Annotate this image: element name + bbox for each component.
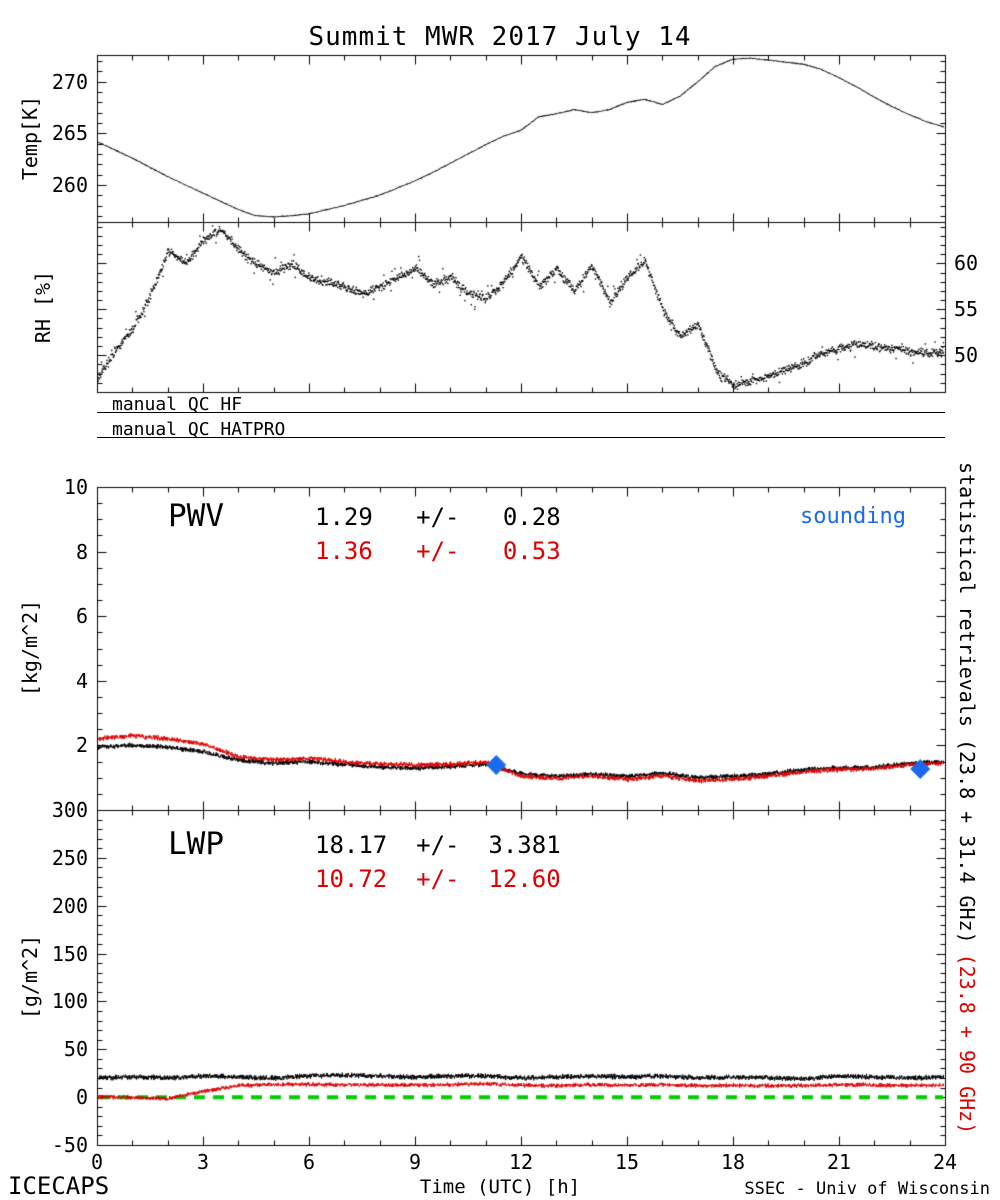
- ytick-pwv-10: 10: [63, 475, 88, 499]
- rh-axis-label: RH [%]: [31, 270, 55, 344]
- ytick-temperature-260: 260: [51, 173, 88, 197]
- right-axis-caption: statistical retrievals (23.8 + 31.4 GHz)…: [955, 462, 979, 1134]
- temp-axis-label: Temp[K]: [18, 95, 42, 181]
- sounding-legend: sounding: [800, 504, 906, 529]
- ytick-lwp--50: -50: [51, 1133, 88, 1157]
- ytick-temperature-270: 270: [51, 70, 88, 94]
- ytick-lwp-250: 250: [51, 846, 88, 870]
- xtick-12: 12: [508, 1150, 534, 1174]
- qc-hf-label: manual QC HF: [112, 394, 243, 415]
- ytick-rh-55: 55: [954, 297, 979, 321]
- lwp-panel-label: LWP: [168, 826, 224, 862]
- project-label: ICECAPS: [8, 1172, 110, 1200]
- ytick-pwv-8: 8: [75, 540, 88, 564]
- ytick-lwp-300: 300: [51, 798, 88, 822]
- qc-hatpro-line: [97, 437, 945, 438]
- qc-hatpro-label: manual QC HATPRO: [112, 419, 286, 440]
- ytick-lwp-0: 0: [75, 1085, 88, 1109]
- xtick-6: 6: [302, 1150, 316, 1174]
- ytick-temperature-265: 265: [51, 121, 88, 145]
- xtick-18: 18: [720, 1150, 746, 1174]
- ytick-lwp-100: 100: [51, 989, 88, 1013]
- credit-label: SSEC - Univ of Wisconsin: [744, 1179, 990, 1199]
- ytick-pwv-2: 2: [75, 733, 88, 757]
- xtick-3: 3: [196, 1150, 210, 1174]
- pwv-stat-hf: 1.29 +/- 0.28: [315, 503, 561, 531]
- ytick-rh-50: 50: [954, 343, 979, 367]
- ytick-lwp-200: 200: [51, 894, 88, 918]
- lwp-stat-hatpro: 10.72 +/- 12.60: [315, 865, 561, 893]
- ytick-pwv-6: 6: [75, 604, 88, 628]
- ytick-pwv-4: 4: [75, 669, 88, 693]
- pwv-stat-hatpro: 1.36 +/- 0.53: [315, 537, 561, 565]
- chart-title: Summit MWR 2017 July 14: [308, 22, 692, 52]
- ytick-rh-60: 60: [954, 251, 979, 275]
- xtick-9: 9: [408, 1150, 422, 1174]
- pwv-axis-label: [kg/m^2]: [18, 599, 42, 697]
- ytick-lwp-150: 150: [51, 942, 88, 966]
- xtick-15: 15: [614, 1150, 640, 1174]
- xtick-24: 24: [932, 1150, 958, 1174]
- right-caption-hf: statistical retrievals (23.8 + 31.4 GHz): [955, 462, 979, 944]
- x-axis-label: Time (UTC) [h]: [419, 1176, 581, 1198]
- lwp-axis-label: [g/m^2]: [18, 934, 42, 1020]
- xtick-21: 21: [826, 1150, 852, 1174]
- lwp-stat-hf: 18.17 +/- 3.381: [315, 831, 561, 859]
- pwv-panel-label: PWV: [168, 498, 224, 534]
- ytick-lwp-50: 50: [63, 1037, 88, 1061]
- qc-hf-line: [97, 412, 945, 413]
- xtick-0: 0: [90, 1150, 104, 1174]
- right-caption-hatpro: (23.8 + 90 GHz): [955, 953, 979, 1135]
